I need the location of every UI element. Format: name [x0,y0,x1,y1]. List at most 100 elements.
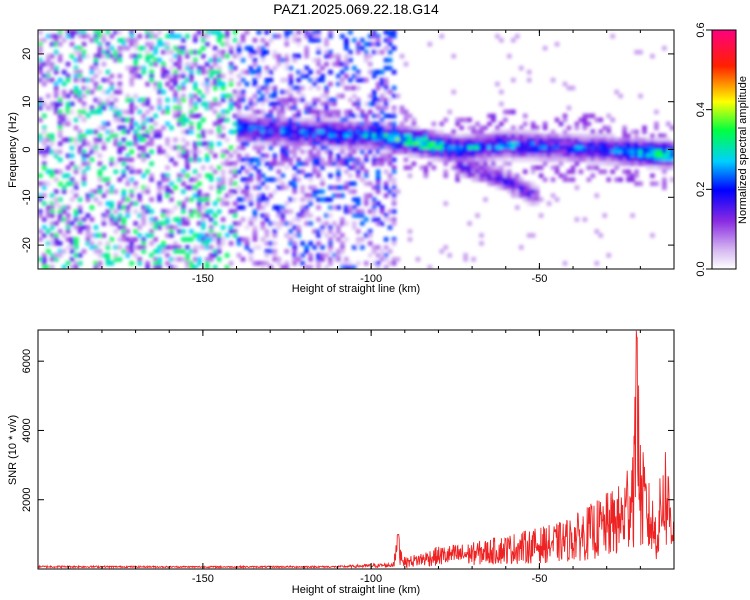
heatmap-cell [232,101,238,107]
heatmap-cell [89,129,95,135]
heatmap-cell [208,81,214,87]
heatmap-cell [185,245,190,250]
heatmap-cell [383,89,389,95]
heatmap-cell [105,45,111,51]
heatmap-cell [288,229,294,234]
heatmap-cell [407,173,413,178]
heatmap-cell [316,113,321,119]
heatmap-cell [356,85,361,91]
heatmap-cell [81,109,87,115]
heatmap-cell [276,101,282,107]
heatmap-cell [582,157,588,163]
heatmap-cell [292,97,297,103]
heatmap-cell [69,30,75,35]
heatmap-cell [626,169,631,174]
heatmap-cell [53,109,59,115]
heatmap-cell [363,181,369,186]
heatmap-cell [367,241,373,246]
heatmap-cell [272,129,278,135]
heatmap-cell [73,261,79,266]
heatmap-cell [177,97,182,103]
heatmap-cell [141,45,146,51]
heatmap-cell [149,125,154,131]
heatmap-cell [77,129,83,135]
heatmap-cell [622,125,627,131]
heatmap-cell [252,125,258,131]
heatmap-cell [455,141,460,147]
heatmap-cell [240,37,246,43]
heatmap-cell [328,30,333,35]
heatmap-cell [157,97,162,103]
heatmap-cell [69,245,75,250]
heatmap-cell [61,93,67,99]
heatmap-cell [610,137,615,143]
heatmap-cell [204,241,210,246]
heatmap-cell [348,205,353,210]
snr-x-axis-label: Height of straight line (km) [292,584,420,596]
heatmap-cell [328,149,333,155]
heatmap-cell [288,77,294,83]
heatmap-cell [61,185,67,190]
heatmap-cell [220,41,226,47]
heatmap-cell [165,165,170,171]
heatmap-cell [141,153,146,159]
heatmap-cell [316,97,321,103]
heatmap-cell [264,129,270,135]
heatmap-cell [574,145,580,151]
heatmap-cell [125,65,131,71]
colorbar-bar [711,29,737,270]
heatmap-cell [435,129,441,135]
heatmap-cell [165,121,170,127]
heatmap-cell [165,209,170,214]
heatmap-cell [89,149,95,155]
heatmap-cell [666,137,671,143]
heatmap-cell [69,137,75,143]
heatmap-cell [336,129,341,135]
heatmap-cell [185,257,190,262]
heatmap-cell [522,145,528,151]
heatmap-cell [272,257,278,262]
heatmap-cell [495,185,500,190]
heatmap-cell [328,145,333,151]
heatmap-cell [240,137,246,143]
heatmap-cell [256,169,262,174]
heatmap-cell [208,209,214,214]
heatmap-cell [359,129,365,135]
heatmap-cell [113,217,119,222]
heatmap-cell [133,185,138,190]
heatmap-cell [518,157,524,163]
heatmap-cell [348,57,353,63]
heatmap-cell [534,141,540,147]
heatmap-cell [200,241,206,246]
heatmap-cell [395,189,401,194]
heatmap-cell [157,57,162,63]
heatmap-cell [443,137,449,143]
heatmap-cell [566,145,572,151]
heatmap-cell [177,217,182,222]
heatmap-cell [431,149,437,155]
heatmap-cell [328,113,333,119]
heatmap-cell [459,141,464,147]
heatmap-cell [383,141,389,147]
heatmap-cell [300,213,305,218]
heatmap-cell [371,185,377,190]
heatmap-cell [463,257,468,262]
heatmap-cell [232,65,238,71]
heatmap-cell [638,137,643,143]
heatmap-cell [228,81,234,87]
heatmap-cell [356,129,361,135]
heatmap-cell [77,149,83,155]
heatmap-cell [204,197,210,202]
heatmap-cell [133,73,138,79]
heatmap-cell [204,145,210,151]
heatmap-cell [220,33,226,39]
heatmap-cell [530,189,536,194]
heatmap-cell [212,101,218,107]
heatmap-cell [447,137,453,143]
heatmap-cell [356,133,361,139]
heatmap-cell [324,109,329,115]
heatmap-cell [387,129,393,135]
heatmap-cell [356,213,361,218]
heatmap-cell [419,137,425,143]
heatmap-cell [189,129,194,135]
